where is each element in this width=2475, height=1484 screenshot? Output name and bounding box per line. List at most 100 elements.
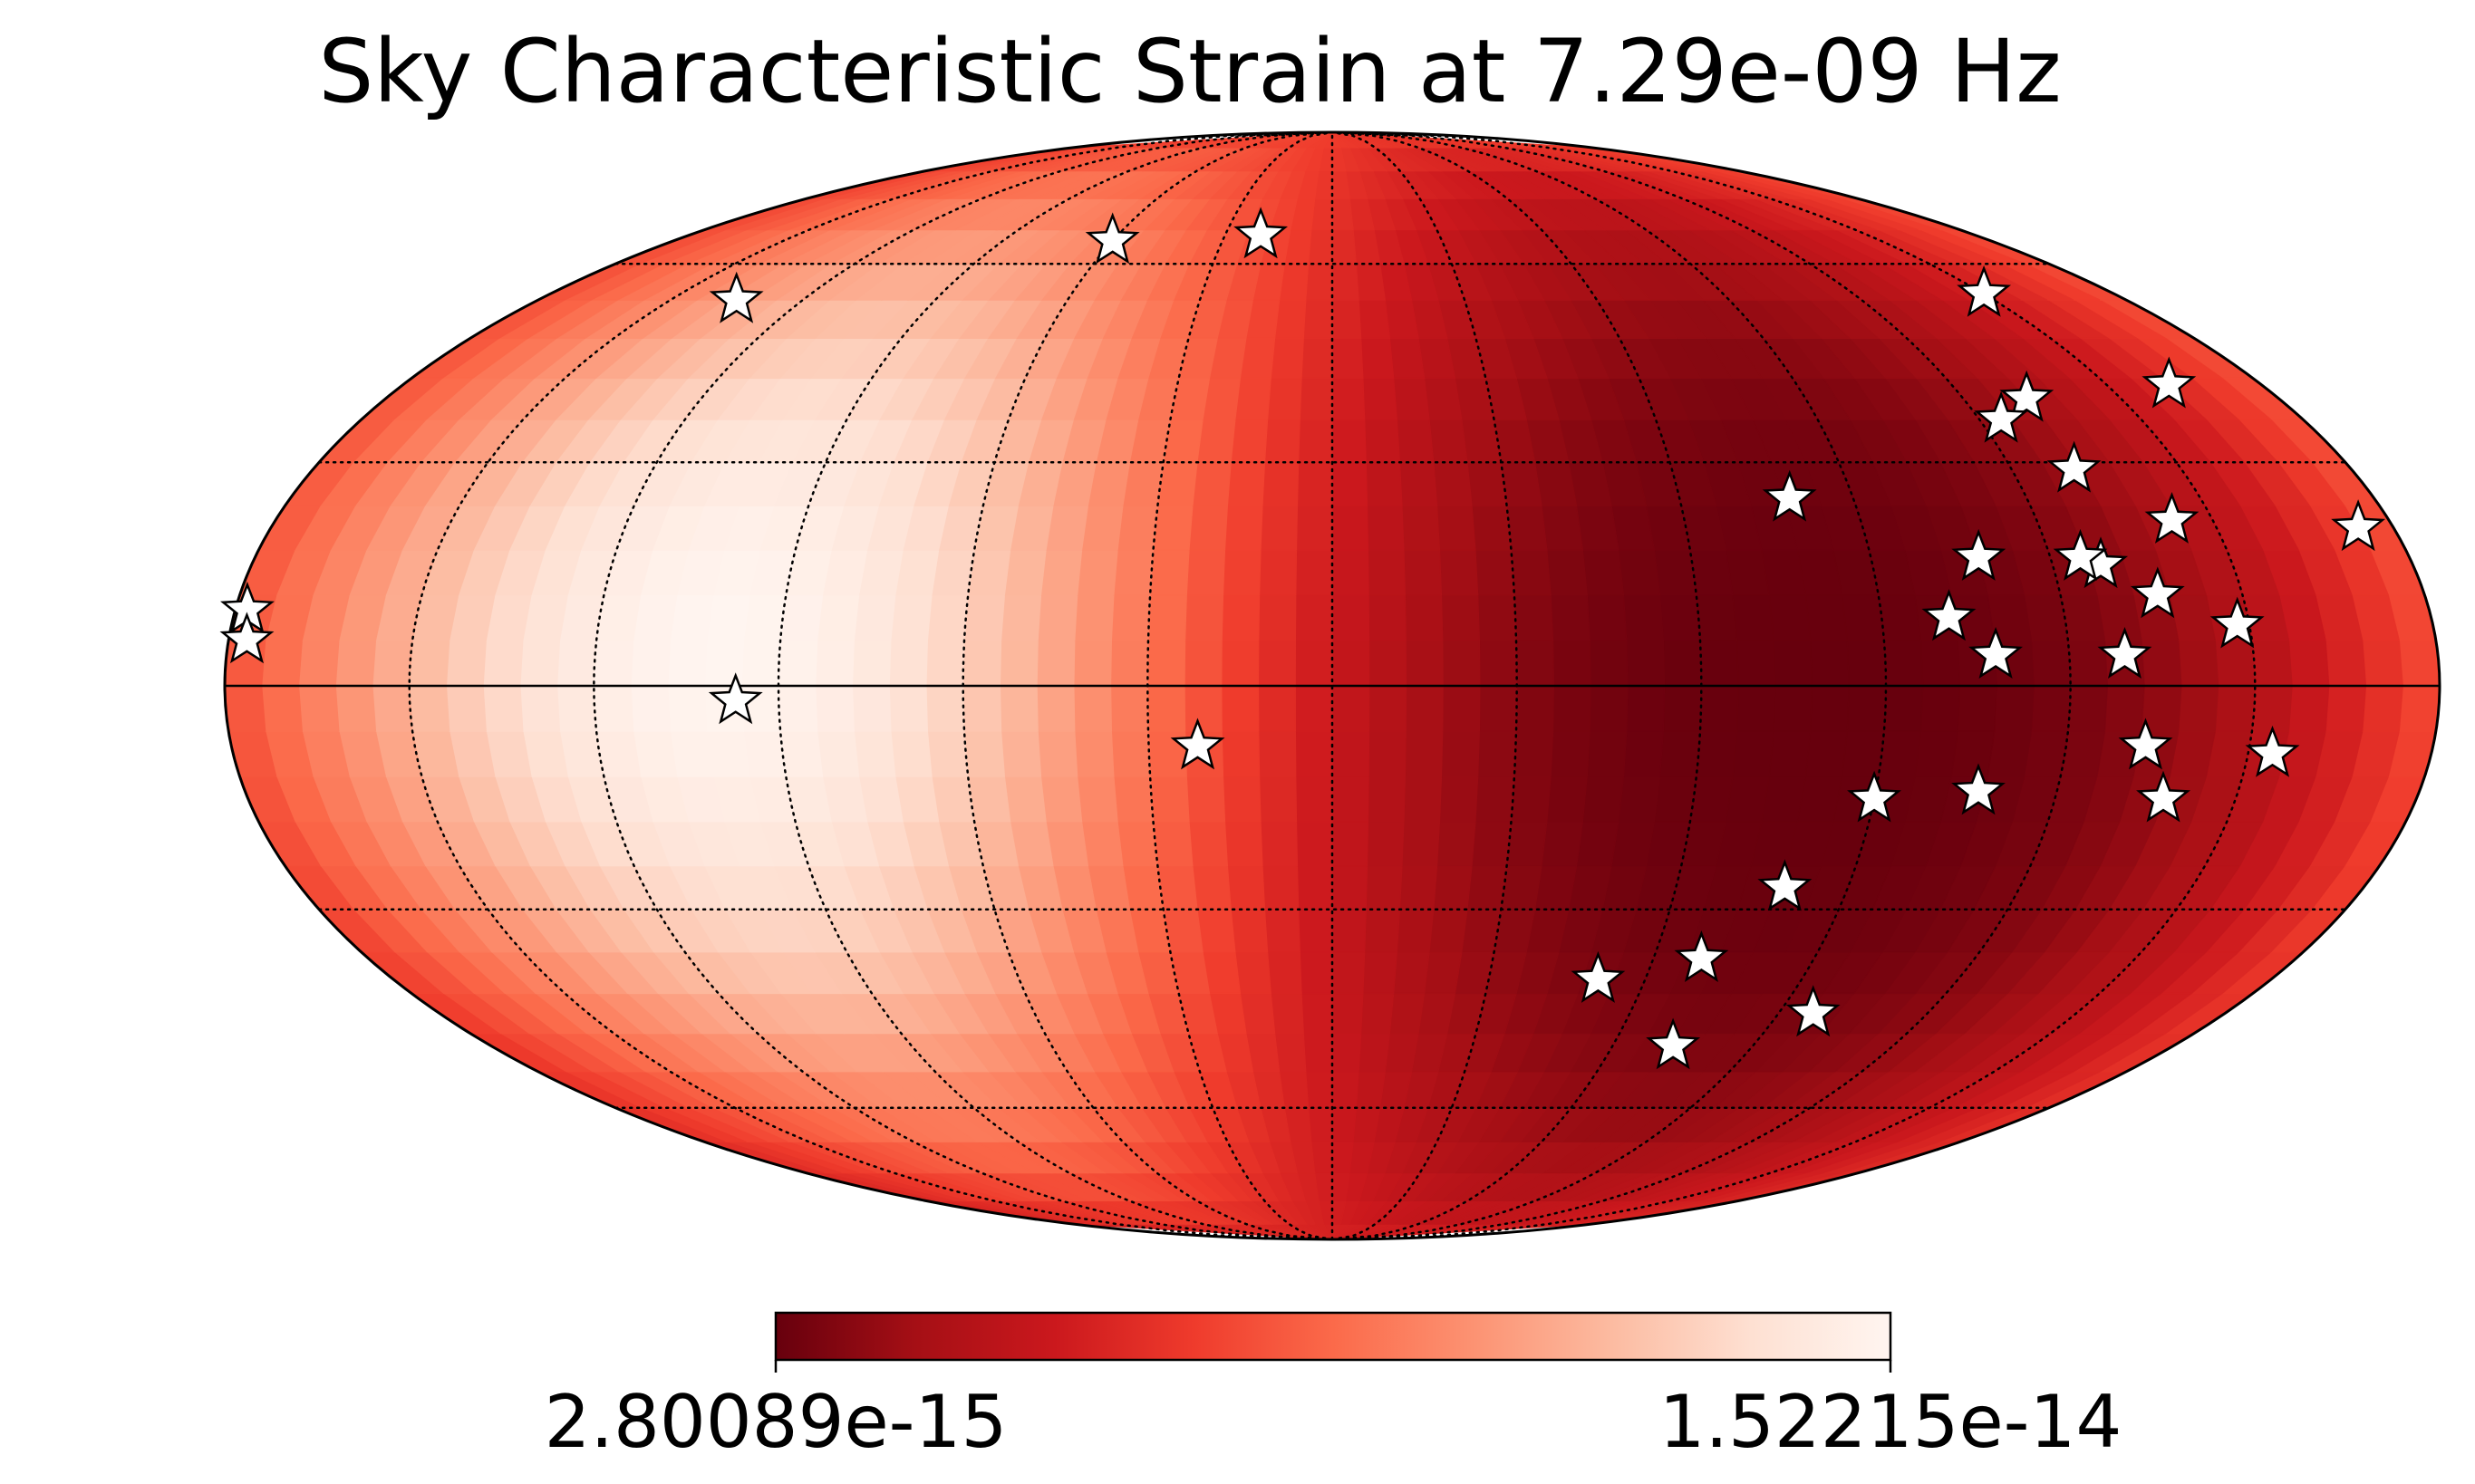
heatmap-cell [1298, 419, 1333, 463]
heatmap-cell [482, 685, 524, 732]
heatmap-cell [1262, 865, 1300, 911]
heatmap-cell [2251, 685, 2293, 732]
heatmap-cell [1331, 229, 1358, 265]
heatmap-cell [1258, 594, 1297, 641]
heatmap-cell [1515, 640, 1555, 687]
heatmap-cell [1294, 640, 1333, 687]
heatmap-cell [1221, 685, 1260, 732]
heatmap-cell [1914, 730, 1958, 777]
heatmap-cell [1331, 730, 1370, 777]
heatmap-cell [1273, 1032, 1307, 1073]
heatmap-cell [1442, 640, 1481, 687]
heatmap-cell [999, 640, 1039, 687]
heatmap-cell [1223, 505, 1263, 551]
heatmap-cell [1221, 730, 1261, 777]
heatmap-cell [593, 685, 634, 732]
pulsar-star-marker [2046, 440, 2102, 493]
heatmap-cell [1699, 640, 1739, 687]
heatmap-cell [778, 685, 818, 732]
heatmap-cell [1355, 1071, 1387, 1109]
heatmap-cell [1260, 505, 1299, 551]
heatmap-cell [2398, 685, 2440, 732]
heatmap-cell [1331, 865, 1368, 911]
heatmap-cell [1147, 594, 1187, 641]
heatmap-cell [1294, 685, 1333, 732]
heatmap-cell [1368, 685, 1407, 732]
heatmap-cell [1226, 461, 1266, 506]
heatmap-cell [482, 640, 524, 687]
heatmap-cell [2214, 685, 2256, 732]
pulsar-star-marker [2053, 528, 2108, 581]
heatmap-cell [1192, 865, 1232, 911]
heatmap-cell [261, 640, 303, 687]
heatmap-cell [742, 730, 787, 777]
pulsar-markers [219, 207, 2386, 1070]
heatmap-cell [1403, 549, 1443, 596]
heatmap-cell [1196, 419, 1236, 463]
heatmap-cell [1994, 685, 2035, 732]
heatmap-cell [1810, 685, 1850, 732]
heatmap-cell [817, 594, 860, 641]
heatmap-cell [1388, 992, 1426, 1035]
heatmap-cell [1919, 640, 1961, 687]
pulsar-star-marker [219, 612, 275, 664]
heatmap-cell [1302, 299, 1333, 339]
pulsar-star-marker [1085, 212, 1140, 265]
heatmap-cell [2287, 685, 2330, 732]
heatmap-cell [1184, 594, 1224, 641]
heatmap-cell [1550, 594, 1590, 641]
chart-title: Sky Characteristic Strain at 7.29e-09 Hz [318, 21, 2061, 122]
heatmap-cell [1987, 730, 2033, 777]
heatmap-cell [1117, 821, 1159, 867]
pulsar-star-marker [708, 672, 763, 725]
heatmap-cell [1331, 685, 1370, 732]
heatmap-cell [1263, 419, 1300, 463]
heatmap-cell [1552, 685, 1591, 732]
heatmap-cell [1036, 685, 1076, 732]
heatmap-cell [851, 640, 892, 687]
heatmap-cell [1552, 640, 1591, 687]
heatmap-cell [225, 685, 266, 732]
heatmap-cell [2325, 640, 2367, 687]
heatmap-cell [1622, 730, 1665, 777]
heatmap-cell [1307, 1107, 1333, 1142]
heatmap-cell [1841, 594, 1885, 641]
heatmap-cell [1581, 776, 1625, 823]
heatmap-cell [1919, 685, 1961, 732]
heatmap-cell [1258, 730, 1297, 777]
heatmap-cell [1113, 549, 1155, 596]
heatmap-cell [1036, 640, 1076, 687]
heatmap-cell [1080, 821, 1124, 867]
heatmap-cell [1299, 377, 1333, 420]
heatmap-cell [1396, 909, 1435, 953]
heatmap-cell [1305, 1071, 1333, 1109]
heatmap-cell [1732, 594, 1774, 641]
heatmap-cell [1074, 730, 1115, 777]
heatmap-cell [1270, 992, 1304, 1035]
heatmap-cell [963, 594, 1006, 641]
heatmap-cell [334, 640, 377, 687]
heatmap-cell [1331, 640, 1370, 687]
heatmap-cell [2103, 685, 2145, 732]
heatmap-cell [706, 730, 750, 777]
heatmap-cell [1305, 263, 1333, 301]
heatmap-cell [1331, 1107, 1358, 1142]
heatmap-cell [2325, 685, 2367, 732]
heatmap-cell [1515, 685, 1555, 732]
heatmap-cell [1110, 594, 1151, 641]
heatmap-cell [1732, 730, 1774, 777]
pulsar-star-marker [1785, 985, 1841, 1037]
heatmap-cell [1768, 730, 1812, 777]
heatmap-cell [1735, 685, 1776, 732]
heatmap-cell [1196, 909, 1236, 953]
heatmap-cell [1184, 640, 1223, 687]
heatmap-cell [1230, 909, 1269, 953]
heatmap-cell [815, 640, 855, 687]
pulsar-star-marker [2130, 566, 2185, 619]
heatmap-cell [1846, 640, 1887, 687]
heatmap-cell [1331, 198, 1354, 231]
heatmap-cell [1878, 730, 1922, 777]
heatmap-cell [2178, 685, 2219, 732]
heatmap-cell [1393, 951, 1430, 995]
heatmap-cell [962, 640, 1002, 687]
